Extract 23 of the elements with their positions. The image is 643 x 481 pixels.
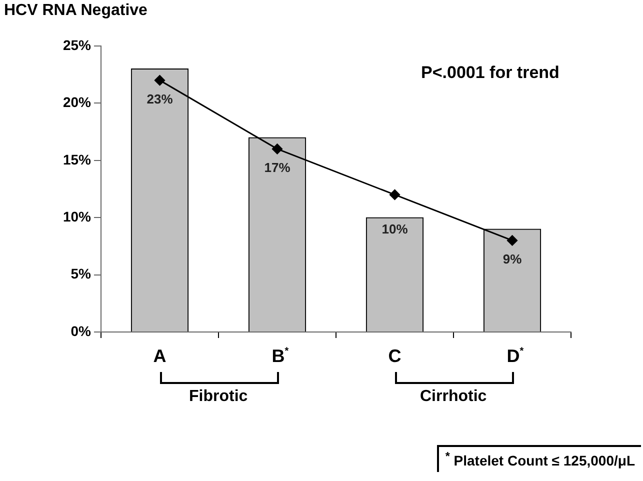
y-tick-label: 5% xyxy=(70,266,92,282)
data-label: 10% xyxy=(382,222,408,237)
y-tick-label: 20% xyxy=(62,94,92,110)
point xyxy=(154,75,165,86)
text: $^{*}$ Platelet Count ≤ 125,000/μL xyxy=(437,445,641,472)
data-label: 23% xyxy=(146,91,174,106)
point xyxy=(507,235,518,246)
data-label: 17% xyxy=(264,160,291,176)
text: Fibrotic xyxy=(189,388,248,406)
text: Cirrhotic xyxy=(420,388,487,406)
x-tick-label: D* xyxy=(506,346,524,366)
y-tick-label: 10% xyxy=(62,208,92,224)
x-tick-label: C xyxy=(388,346,402,366)
y-tick-label: 25% xyxy=(62,36,92,53)
annotation: P<.0001 for trend xyxy=(421,63,560,83)
point xyxy=(390,189,400,200)
x-tick-label: B* xyxy=(272,346,289,366)
point xyxy=(272,144,282,154)
y-tick-label: 15% xyxy=(62,151,92,168)
x-tick-label: A xyxy=(153,346,166,366)
data-label: 9% xyxy=(502,252,522,267)
y-tick-label: 0% xyxy=(70,322,92,339)
chart-title: HCV RNA Negative xyxy=(4,2,148,20)
